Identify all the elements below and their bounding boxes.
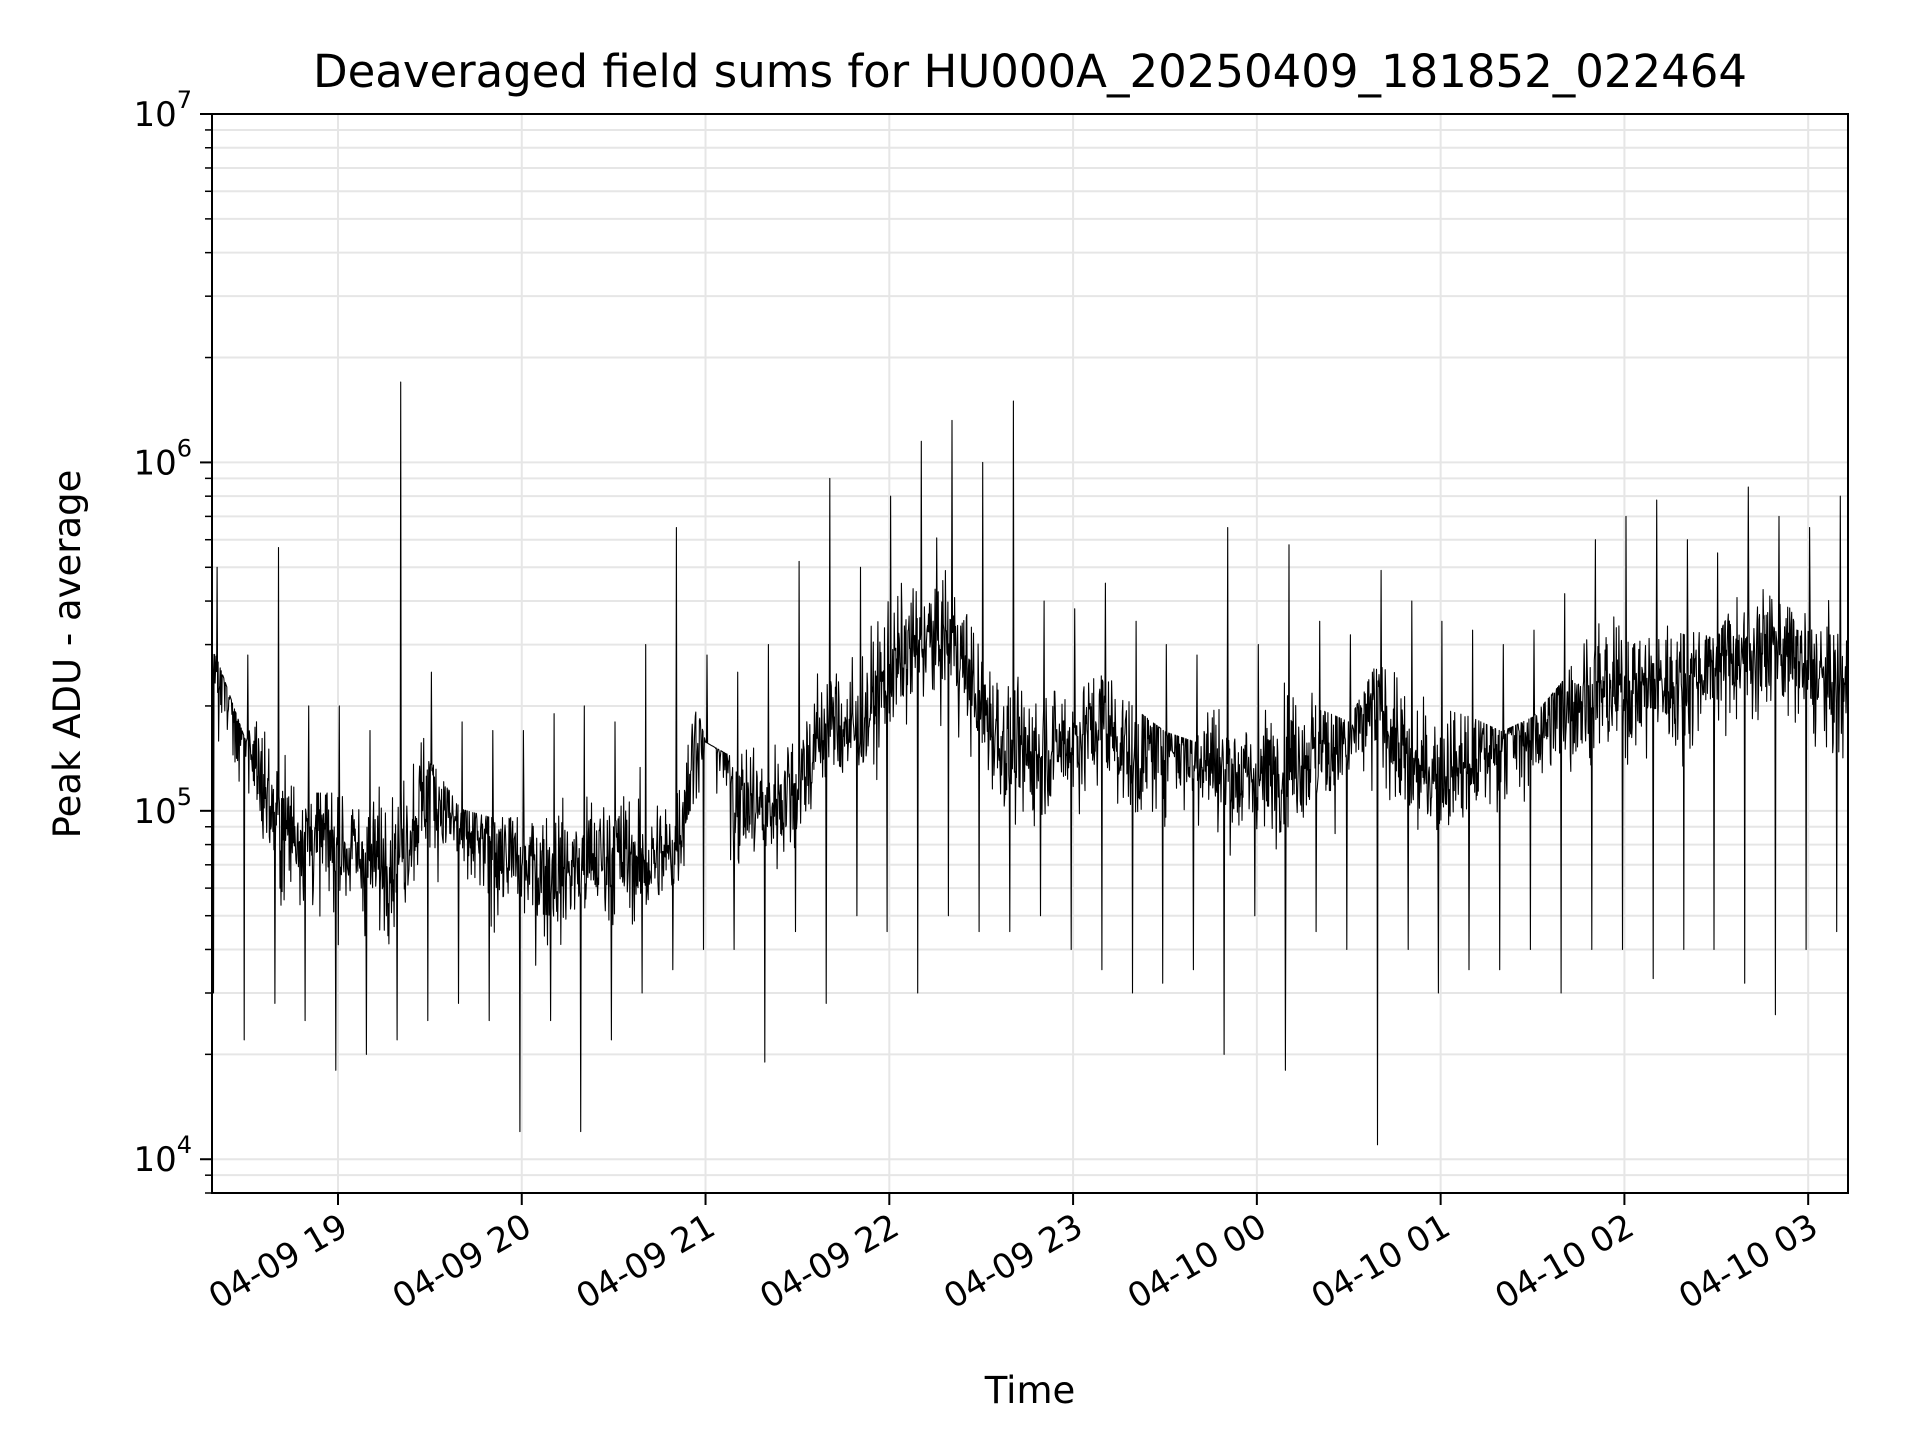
y-tick-label: 107 [133, 86, 192, 135]
x-tick-label: 04-10 02 [1489, 1206, 1641, 1317]
x-axis-ticks: 04-09 19 04-09 20 04-09 21 04-09 22 04-09 23… [202, 1193, 1825, 1317]
x-tick-label: 04-09 20 [386, 1206, 538, 1317]
series-line [211, 381, 1849, 1146]
x-tick-label: 04-10 00 [1121, 1206, 1273, 1317]
y-tick-label: 106 [133, 434, 192, 483]
y-tick-label: 105 [133, 783, 192, 832]
series-group [211, 381, 1849, 1146]
x-tick-label: 04-10 03 [1672, 1206, 1824, 1317]
x-tick-label: 04-09 23 [937, 1206, 1089, 1317]
x-tick-label: 04-09 21 [570, 1206, 722, 1317]
y-axis-label: Peak ADU - average [46, 470, 89, 839]
plot-area [211, 113, 1849, 1194]
y-axis-ticks: 104 105 106 107 [133, 86, 212, 1194]
minor-gridlines [212, 128, 1848, 1194]
major-gridlines [212, 113, 1848, 1193]
x-tick-label: 04-09 22 [753, 1206, 905, 1317]
x-tick-label: 04-09 19 [202, 1206, 354, 1317]
plot-frame [211, 113, 1849, 1194]
x-tick-label: 04-10 01 [1305, 1206, 1457, 1317]
y-tick-label: 104 [133, 1131, 192, 1180]
chart-title: Deaveraged field sums for HU000A_2025040… [313, 45, 1747, 98]
x-axis-label: Time [984, 1369, 1076, 1412]
